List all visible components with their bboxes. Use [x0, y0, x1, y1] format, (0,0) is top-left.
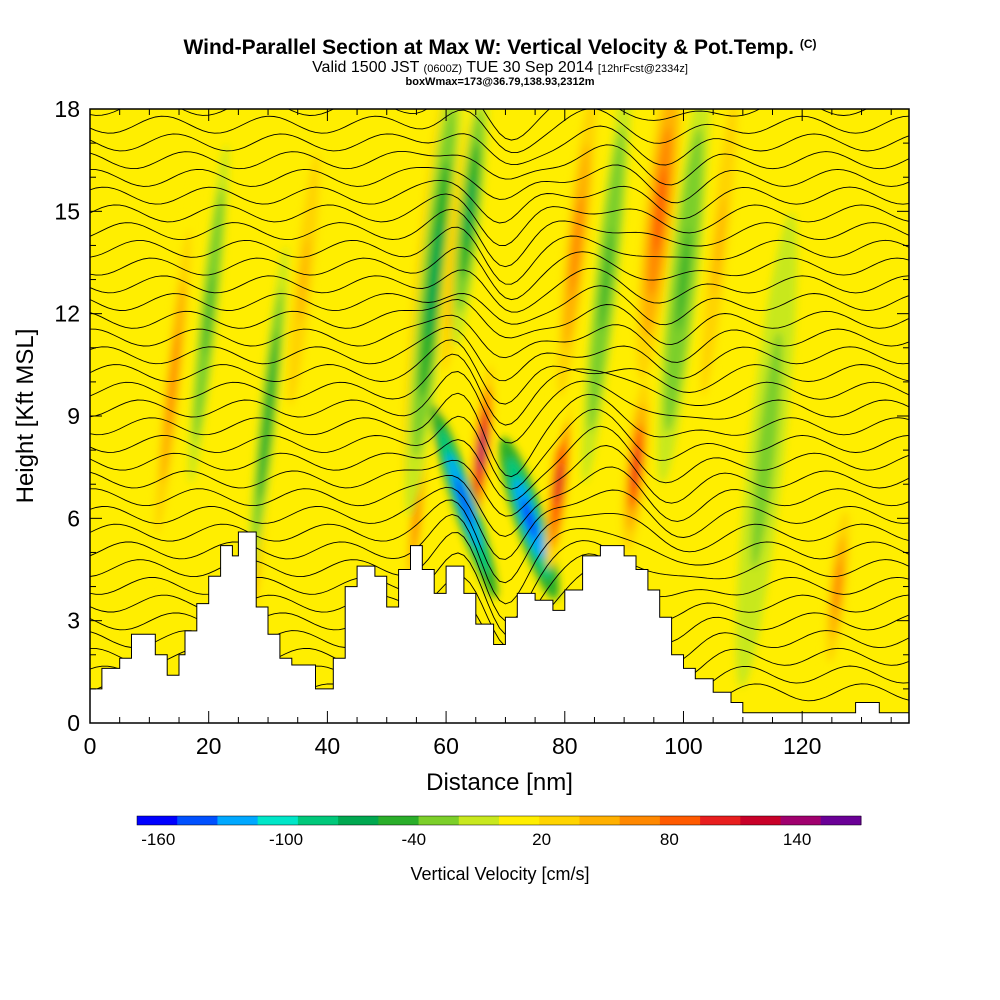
theta-contour-20: [90, 314, 909, 363]
colorbar-swatch: [378, 816, 420, 825]
y-tick-label: 3: [67, 608, 80, 634]
plume-14: [570, 194, 584, 297]
x-tick-label: 100: [664, 733, 702, 759]
chart-title: Wind-Parallel Section at Max W: Vertical…: [0, 36, 1000, 60]
theta-contour-25: [90, 226, 909, 285]
plume-4: [298, 237, 309, 322]
colorbar-label: 140: [783, 830, 811, 849]
plume-10: [478, 428, 485, 472]
x-tick-label: 80: [552, 733, 578, 759]
utc-time: (0600Z): [423, 63, 463, 75]
colorbar-swatch: [499, 816, 540, 825]
colorbar-frame: [136, 815, 862, 826]
plume-12: [521, 498, 537, 539]
potential-temperature-contours: [90, 109, 909, 723]
valid-time: Valid 1500 JST: [312, 59, 420, 76]
plume-7: [426, 220, 442, 339]
theta-contour-27: [90, 193, 909, 247]
colorbar-title: Vertical Velocity [cm/s]: [410, 864, 589, 884]
plume-18: [676, 228, 690, 331]
plume-21: [833, 561, 842, 613]
colorbar: -160 -100 -40 20 80 140 Vertical Velocity [cm/…: [136, 815, 862, 884]
theta-contour-14: [90, 408, 909, 490]
plume-0: [167, 331, 180, 433]
chart-subtitle: Valid 1500 JST (0600Z) TUE 30 Sep 2014 […: [0, 59, 1000, 77]
colorbar-swatch: [338, 816, 379, 825]
x-tick-label: 0: [84, 733, 97, 759]
theta-contour-11: [90, 466, 909, 537]
theta-contour-9: [90, 499, 909, 584]
y-tick-label: 12: [54, 301, 80, 327]
colorbar-swatch: [217, 816, 259, 825]
colorbar-swatch: [137, 816, 178, 825]
title-text: Wind-Parallel Section at Max W: Vertical…: [183, 36, 794, 59]
colorbar-label: -160: [141, 830, 175, 849]
x-axis-title: Distance [nm]: [426, 769, 573, 796]
colorbar-swatch: [619, 816, 661, 825]
x-tick-label: 40: [315, 733, 341, 759]
colorbar-swatch: [297, 816, 339, 825]
plume-5: [412, 492, 420, 544]
forecast-info: [12hrFcst@2334z]: [597, 63, 688, 75]
forecast-date: TUE 30 Sep 2014: [466, 59, 594, 76]
theta-contour-22: [90, 285, 909, 326]
x-axis: 0 20 40 60 80 100 120: [84, 109, 892, 759]
theta-contour-30: [90, 144, 909, 186]
theta-contour-12: [90, 445, 909, 517]
y-tick-label: 0: [67, 710, 80, 736]
theta-contour-24: [90, 246, 909, 301]
y-tick-label: 18: [54, 96, 80, 122]
colorbar-label: 20: [532, 830, 551, 849]
title-units: (C): [799, 37, 817, 51]
plume-11: [455, 476, 473, 526]
colorbar-swatch: [539, 816, 580, 825]
colorbar-label: 80: [660, 830, 679, 849]
terrain-mask: [90, 531, 909, 723]
colorbar-label: -100: [269, 830, 303, 849]
colorbar-swatch: [740, 816, 782, 825]
box-info: boxWmax=173@36.79,138.93,2312m: [405, 76, 595, 88]
theta-contour-18: [90, 339, 909, 405]
x-tick-label: 20: [196, 733, 222, 759]
y-axis: 0 3 6 9 12 15 18: [54, 96, 909, 736]
plume-17: [653, 168, 666, 254]
theta-contour-13: [90, 425, 909, 502]
y-axis-title: Height [Kft MSL]: [12, 329, 39, 504]
y-tick-label: 15: [54, 198, 80, 224]
colorbar-swatch: [780, 816, 822, 825]
y-tick-label: 6: [67, 505, 80, 531]
theta-contour-21: [90, 299, 909, 346]
colorbar-label: -40: [402, 830, 427, 849]
theta-contour-28: [90, 179, 909, 224]
plume-13: [555, 463, 563, 506]
theta-contour-10: [90, 486, 909, 560]
x-tick-label: 120: [783, 733, 821, 759]
y-tick-label: 9: [67, 403, 80, 429]
plume-19: [712, 194, 726, 297]
colorbar-swatch: [418, 816, 460, 825]
colorbar-swatch: [700, 816, 741, 825]
colorbar-swatch: [579, 816, 621, 825]
colorbar-swatch: [458, 816, 500, 825]
plume-20: [758, 390, 775, 510]
vertical-velocity-field: [90, 109, 909, 723]
x-tick-label: 60: [433, 733, 459, 759]
theta-contour-29: [90, 164, 909, 204]
theta-contour-23: [90, 267, 909, 313]
colorbar-swatch: [659, 816, 701, 825]
theta-contour-16: [90, 371, 909, 444]
plume-16: [632, 445, 640, 489]
colorbar-swatch: [820, 816, 862, 825]
theta-contour-19: [90, 327, 909, 382]
theta-contour-8: [90, 514, 909, 605]
theta-contour-31: [90, 125, 909, 166]
theta-contour-26: [90, 208, 909, 268]
colorbar-swatch: [177, 816, 218, 825]
colorbar-swatch: [257, 816, 299, 825]
theta-contour-17: [90, 353, 909, 426]
theta-contour-32: [90, 109, 909, 154]
theta-contour-15: [90, 392, 909, 478]
